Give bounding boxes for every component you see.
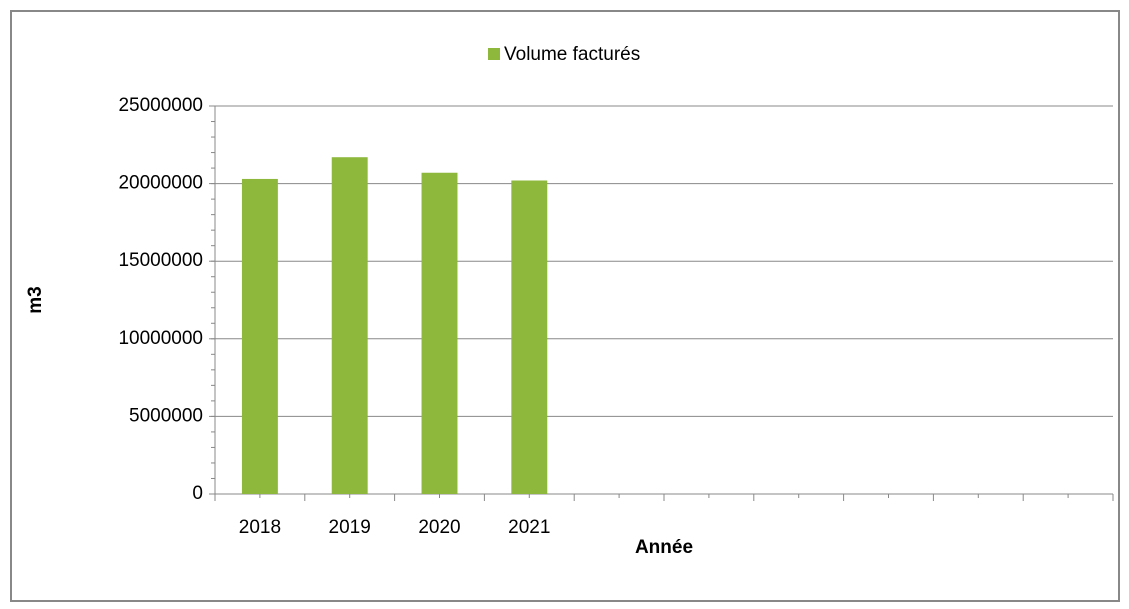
y-tick-label: 0: [192, 483, 203, 504]
bar: [331, 157, 368, 494]
y-tick-label: 15000000: [118, 250, 203, 271]
chart-frame: [10, 10, 1120, 602]
x-tick-label: 2020: [418, 517, 460, 538]
x-tick-label: 2019: [329, 517, 371, 538]
y-tick-label: 10000000: [118, 328, 203, 349]
y-tick-label: 20000000: [118, 173, 203, 194]
y-axis-label: m3: [25, 286, 46, 313]
bar: [421, 172, 458, 494]
x-tick-label: 2018: [239, 517, 281, 538]
legend-label: Volume facturés: [504, 44, 640, 65]
x-axis-label: Année: [635, 537, 693, 558]
y-tick-label: 25000000: [118, 95, 203, 116]
x-tick-label: 2021: [508, 517, 550, 538]
legend-swatch: [488, 48, 500, 60]
bar: [511, 180, 548, 494]
bar: [241, 178, 278, 494]
y-tick-label: 5000000: [129, 405, 203, 426]
